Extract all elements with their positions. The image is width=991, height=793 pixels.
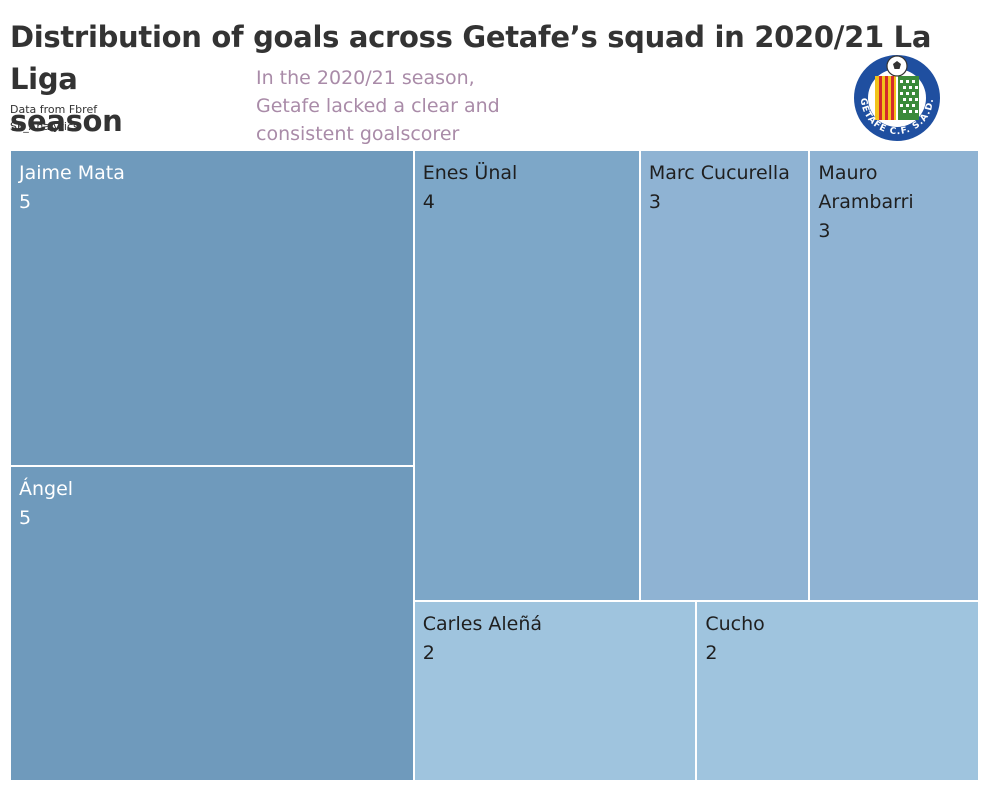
tile-value-label: 5 [19,191,32,213]
annotation-line-1: In the 2020/21 season, [256,67,475,89]
tile-label: Enes Ünal [422,162,518,184]
annotation-line-3: consistent goalscorer [256,123,460,145]
source-notes: Data from Fbref SF_Analytics [10,101,97,135]
getafe-crest-icon: GETAFE C.F. S.A.D. [852,53,942,143]
tile-value-label: 5 [19,506,32,529]
treemap-tile-jaime-mata[interactable]: Jaime Mata 5 [10,150,414,466]
tile-label: Cucho [705,612,765,635]
treemap-tile-angel[interactable]: Ángel 5 [10,465,414,781]
chart-title: Distribution of goals across Getafe’s sq… [10,16,970,142]
annotation-line-2: Getafe lacked a clear and [256,95,500,117]
chart-title-line-1: Distribution of goals across Getafe’s sq… [10,20,932,96]
tile-value-label: 4 [422,191,435,213]
chart-title-line-2: season [10,104,123,138]
tile-label: Carles Aleñá [422,612,543,635]
tile-label: Ángel [19,477,74,500]
treemap-tile-marc-cucurella[interactable]: Marc Cucurella 3 [639,150,810,601]
tile-value-label: 2 [422,641,435,664]
tile-label: Mauro [818,162,878,184]
tile-label: Marc Cucurella [648,162,790,184]
data-source-note: Data from Fbref [10,103,98,116]
chart-annotation: In the 2020/21 season, Getafe lacked a c… [256,64,500,148]
treemap-tile-enes-unal[interactable]: Enes Ünal 4 [413,150,640,601]
tile-label: Jaime Mata [19,162,125,184]
treemap-tile-cucho[interactable]: Cucho 2 [696,600,979,781]
tile-value-label: 2 [705,641,718,664]
author-credit: SF_Analytics [10,120,79,133]
tile-value-label: 3 [818,220,831,242]
treemap-tile-mauro-arambarri[interactable]: Mauro Arambarri 3 [809,150,979,601]
tile-label: Arambarri [818,191,914,213]
treemap-tile-carles-alena[interactable]: Carles Aleñá 2 [413,600,697,781]
tile-value-label: 3 [648,191,661,213]
